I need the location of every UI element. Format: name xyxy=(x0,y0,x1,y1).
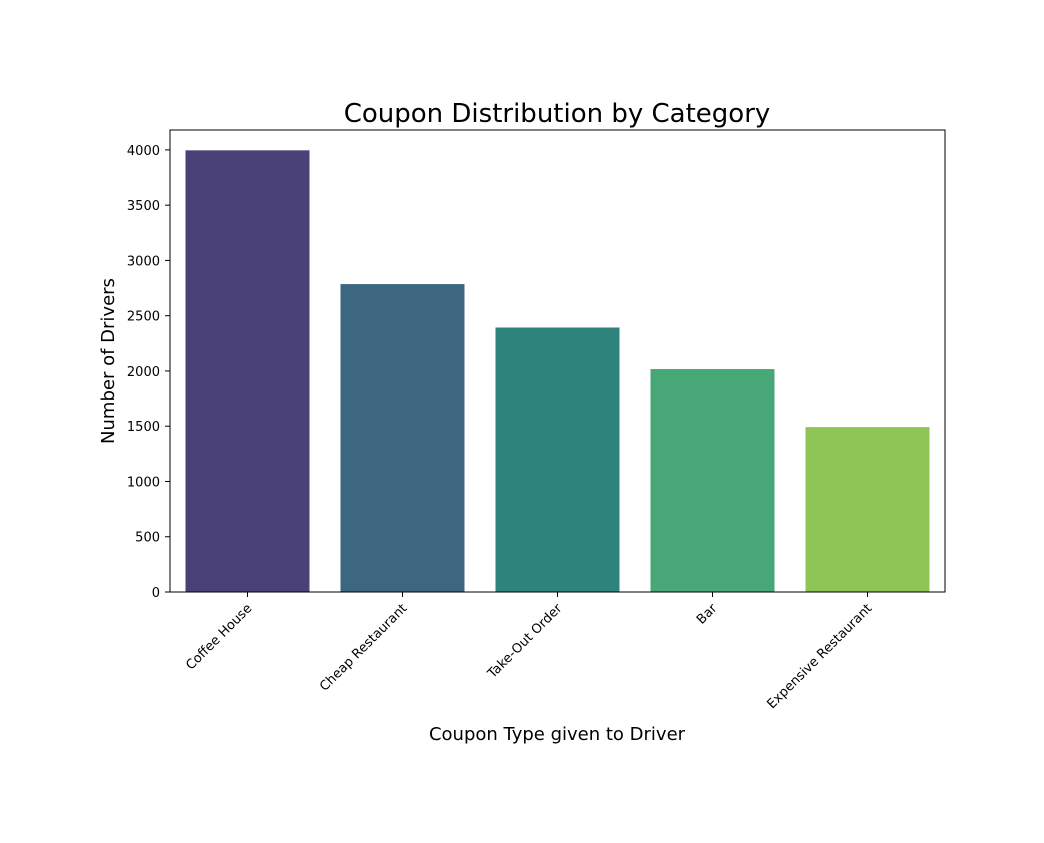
y-tick-label: 0 xyxy=(152,586,160,601)
plot-frame xyxy=(169,129,946,593)
y-tick-label: 3000 xyxy=(127,254,160,269)
chart-title: Coupon Distribution by Category xyxy=(344,99,771,129)
y-tick-label: 4000 xyxy=(127,144,160,159)
bar-cheap-restaurant xyxy=(340,284,465,592)
y-tick-label: 500 xyxy=(135,531,160,546)
y-tick-label: 3500 xyxy=(127,199,160,214)
bar-expensive-restaurant xyxy=(805,427,930,592)
x-axis-title: Coupon Type given to Driver xyxy=(429,724,686,745)
bar-take-out-order xyxy=(495,327,620,592)
bar-bar xyxy=(650,369,775,592)
bar-coffee-house xyxy=(185,150,310,592)
y-axis-title: Number of Drivers xyxy=(98,278,119,444)
y-tick-label: 1000 xyxy=(127,475,160,490)
y-tick-label: 2500 xyxy=(127,310,160,325)
y-tick-label: 1500 xyxy=(127,420,160,435)
y-tick-label: 2000 xyxy=(127,365,160,380)
